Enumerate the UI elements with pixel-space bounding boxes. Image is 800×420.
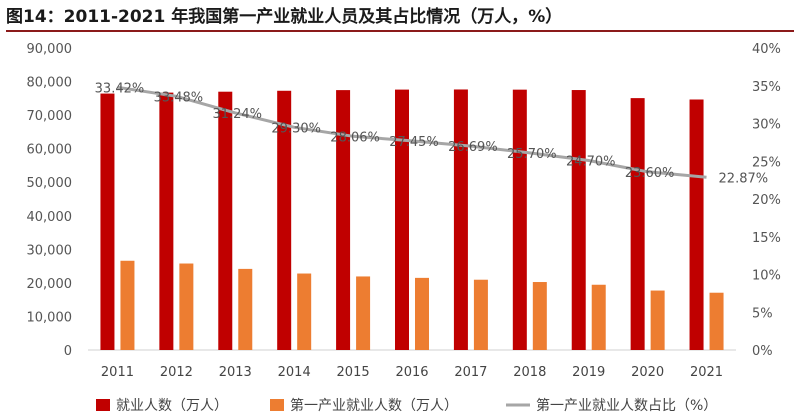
data-label-share: 33.42% — [95, 81, 145, 96]
bar-total-employment — [277, 90, 292, 351]
y-right-tick-label: 25% — [752, 155, 781, 170]
x-tick-label: 2017 — [454, 365, 487, 380]
x-tick-label: 2015 — [337, 365, 370, 380]
bar-total-employment — [218, 91, 233, 350]
bar-primary-employment — [356, 276, 371, 350]
x-tick-label: 2018 — [513, 365, 546, 380]
bar-total-employment — [453, 89, 468, 350]
y-right-tick-label: 10% — [752, 269, 781, 284]
y-left-tick-label: 40,000 — [27, 210, 73, 225]
bar-primary-employment — [238, 268, 253, 350]
bar-total-employment — [336, 90, 351, 351]
y-left-tick-label: 90,000 — [27, 42, 73, 57]
data-label-share: 22.87% — [719, 171, 769, 186]
legend-swatch-total — [96, 399, 110, 411]
x-tick-label: 2013 — [219, 365, 252, 380]
legend-swatch-primary — [270, 399, 284, 411]
data-label-share: 25.70% — [507, 147, 557, 162]
bar-primary-employment — [591, 284, 606, 350]
y-right-tick-label: 35% — [752, 80, 781, 95]
x-tick-label: 2016 — [395, 365, 428, 380]
y-left-tick-label: 50,000 — [27, 176, 73, 191]
y-left-tick-label: 80,000 — [27, 76, 73, 91]
y-right-tick-label: 30% — [752, 118, 781, 133]
legend-label-primary: 第一产业就业人数（万人） — [290, 397, 458, 414]
y-left-tick-label: 10,000 — [27, 310, 73, 325]
bar-total-employment — [159, 92, 174, 350]
y-right-tick-label: 20% — [752, 193, 781, 208]
x-tick-label: 2021 — [690, 365, 723, 380]
y-right-tick-label: 5% — [752, 306, 773, 321]
data-label-share: 29.30% — [271, 121, 321, 136]
data-label-share: 23.60% — [625, 166, 675, 181]
data-label-share: 27.45% — [389, 135, 439, 150]
x-tick-label: 2020 — [631, 365, 664, 380]
data-label-share: 33.48% — [154, 90, 204, 105]
y-right-tick-label: 15% — [752, 231, 781, 246]
y-right-tick-label: 0% — [752, 344, 773, 359]
x-tick-label: 2011 — [101, 365, 134, 380]
bar-primary-employment — [179, 263, 194, 350]
y-left-tick-label: 30,000 — [27, 243, 73, 258]
y-right-tick-label: 40% — [752, 42, 781, 57]
bar-total-employment — [100, 93, 115, 350]
x-tick-label: 2012 — [160, 365, 193, 380]
data-label-share: 28.06% — [330, 130, 380, 145]
chart-title: 图14：2011-2021 年我国第一产业就业人员及其占比情况（万人，%） — [6, 4, 794, 32]
bar-primary-employment — [532, 282, 547, 350]
bar-primary-employment — [473, 279, 488, 350]
bar-primary-employment — [297, 273, 312, 350]
bar-total-employment — [571, 90, 586, 351]
data-label-share: 24.70% — [566, 154, 616, 169]
y-left-tick-label: 60,000 — [27, 143, 73, 158]
y-left-tick-label: 0 — [64, 344, 72, 359]
legend-label-total: 就业人数（万人） — [116, 398, 228, 414]
bar-primary-employment — [120, 260, 135, 350]
bar-primary-employment — [709, 292, 724, 350]
bar-primary-employment — [415, 277, 429, 350]
bar-total-employment — [689, 99, 704, 350]
bar-total-employment — [512, 89, 527, 350]
line-primary-share — [117, 85, 707, 179]
x-tick-label: 2019 — [572, 365, 605, 380]
data-label-share: 26.69% — [448, 140, 498, 155]
bar-total-employment — [630, 98, 645, 350]
x-tick-label: 2014 — [278, 365, 311, 380]
bar-primary-employment — [650, 290, 665, 350]
legend-label-share: 第一产业就业人数占比（%） — [536, 397, 717, 414]
data-label-share: 31.24% — [212, 107, 262, 122]
y-left-tick-label: 20,000 — [27, 277, 73, 292]
bar-total-employment — [395, 89, 409, 351]
y-left-tick-label: 70,000 — [27, 109, 73, 124]
